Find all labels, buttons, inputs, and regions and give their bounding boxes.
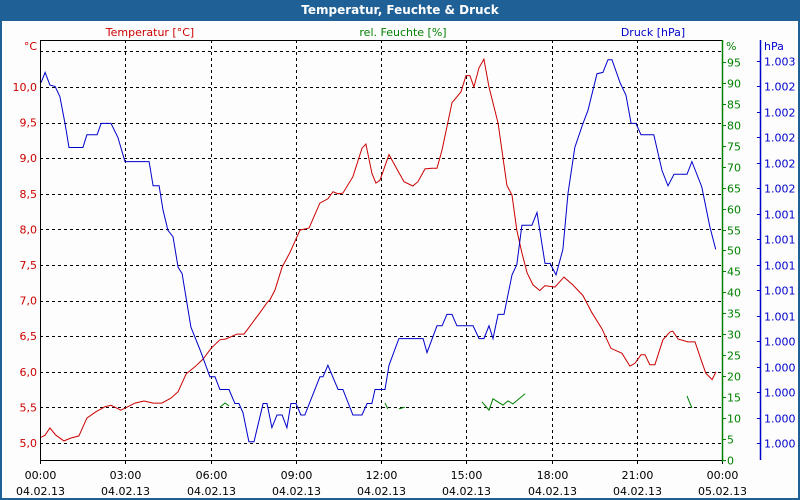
x-tick-time: 15:00: [451, 469, 483, 482]
temperature-tick-label: 7,5: [20, 259, 38, 272]
x-tick-time: 00:00: [25, 469, 57, 482]
humidity-tick-label: 40: [727, 287, 741, 300]
pressure-tick-label: 1.000: [764, 336, 796, 349]
pressure-tick-label: 1.001: [764, 285, 796, 298]
x-tick-date: 04.02.13: [613, 485, 662, 498]
x-tick-date: 04.02.13: [16, 485, 65, 498]
humidity-tick-label: 10: [727, 413, 741, 426]
humidity-series-line: [398, 406, 406, 410]
humidity-tick-label: 85: [727, 99, 741, 112]
x-tick-time: 03:00: [110, 469, 142, 482]
humidity-tick-label: 60: [727, 204, 741, 217]
humidity-series-line: [384, 402, 389, 410]
humidity-tick-label: 90: [727, 78, 741, 91]
window-title: Temperatur, Feuchte & Druck: [301, 3, 499, 17]
temperature-tick-label: 5,5: [20, 401, 38, 414]
humidity-series-line: [481, 393, 526, 412]
temperature-tick-label: 5,0: [20, 437, 38, 450]
pressure-tick-label: 1.002: [764, 81, 796, 94]
humidity-tick-label: 25: [727, 350, 741, 363]
x-tick-time: 12:00: [366, 469, 398, 482]
pressure-tick-label: 1.002: [764, 183, 796, 196]
pressure-tick-label: 1.000: [764, 362, 796, 375]
pressure-tick-label: 1.001: [764, 311, 796, 324]
temperature-tick-label: 9,0: [20, 152, 38, 165]
humidity-tick-label: 20: [727, 371, 741, 384]
pressure-axis-title: Druck [hPa]: [621, 26, 685, 39]
temperature-tick-label: 8,0: [20, 223, 38, 236]
temperature-tick-label: 9,5: [20, 117, 38, 130]
x-tick-time: 18:00: [537, 469, 569, 482]
temperature-tick-label: 6,5: [20, 330, 38, 343]
pressure-unit-label: hPa: [764, 40, 784, 53]
pressure-tick-label: 1.001: [764, 209, 796, 222]
humidity-series-line: [686, 395, 693, 409]
temperature-tick-label: 6,0: [20, 366, 38, 379]
x-tick-date: 04.02.13: [357, 485, 406, 498]
pressure-series-line: [40, 59, 717, 443]
humidity-tick-label: 75: [727, 141, 741, 154]
temperature-tick-label: 7,0: [20, 295, 38, 308]
temperature-axis-title: Temperatur [°C]: [105, 26, 194, 39]
humidity-tick-label: 15: [727, 392, 741, 405]
humidity-tick-label: 65: [727, 183, 741, 196]
x-tick-date: 04.02.13: [272, 485, 321, 498]
x-tick-date: 04.02.13: [187, 485, 236, 498]
x-tick-time: 09:00: [281, 469, 313, 482]
pressure-tick-label: 1.000: [764, 438, 796, 451]
humidity-tick-label: 0: [727, 455, 734, 468]
humidity-tick-label: 50: [727, 245, 741, 258]
humidity-tick-label: 35: [727, 308, 741, 321]
series-layer: [40, 57, 717, 443]
temperature-unit-label: °C: [24, 40, 38, 53]
axes-layer: 00:00 04.02.13 03:00 04.02.13 06:00 04.02.13 0…: [13, 40, 796, 498]
pressure-tick-label: 1.001: [764, 234, 796, 247]
x-tick-time: 21:00: [622, 469, 654, 482]
x-tick-date: 04.02.13: [442, 485, 491, 498]
humidity-tick-label: 70: [727, 162, 741, 175]
x-tick-date: 05.02.13: [698, 485, 747, 498]
temperature-tick-label: 8,5: [20, 188, 38, 201]
humidity-tick-label: 5: [727, 434, 734, 447]
humidity-tick-label: 80: [727, 120, 741, 133]
humidity-tick-label: 30: [727, 329, 741, 342]
humidity-tick-label: 95: [727, 57, 741, 70]
gridlines: [40, 40, 722, 460]
pressure-tick-label: 1.003: [764, 56, 796, 69]
pressure-tick-label: 1.002: [764, 107, 796, 120]
x-tick-date: 04.02.13: [101, 485, 150, 498]
humidity-unit-label: %: [726, 40, 736, 53]
humidity-series-line: [219, 402, 230, 408]
x-tick-date: 04.02.13: [528, 485, 577, 498]
chart-area: [2, 21, 798, 498]
pressure-tick-label: 1.000: [764, 387, 796, 400]
humidity-tick-label: 45: [727, 266, 741, 279]
pressure-tick-label: 1.002: [764, 132, 796, 145]
x-tick-time: 00:00: [707, 469, 739, 482]
pressure-tick-label: 1.001: [764, 260, 796, 273]
temperature-series-line: [40, 57, 717, 442]
humidity-axis-title: rel. Feuchte [%]: [359, 26, 446, 39]
x-tick-time: 06:00: [196, 469, 228, 482]
humidity-tick-label: 55: [727, 225, 741, 238]
pressure-tick-label: 1.002: [764, 158, 796, 171]
pressure-tick-label: 1.000: [764, 413, 796, 426]
temperature-tick-label: 10,0: [13, 81, 38, 94]
